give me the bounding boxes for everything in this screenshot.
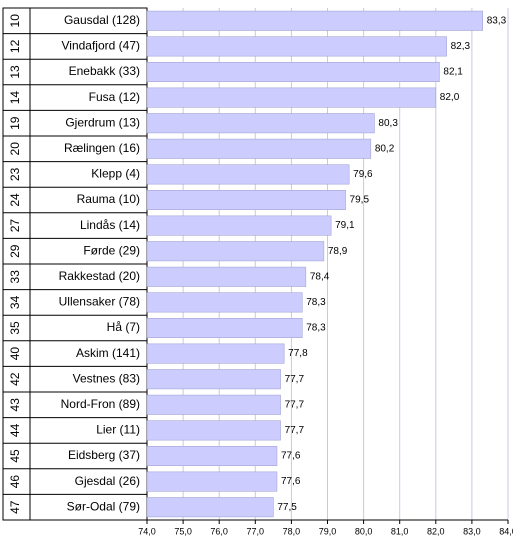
bar <box>146 36 447 57</box>
bar <box>146 266 307 287</box>
bar <box>146 164 350 185</box>
category-label: Lindås (14) <box>80 218 140 232</box>
value-label: 83,3 <box>487 15 507 26</box>
x-tick-label: 76,0 <box>210 526 228 536</box>
category-label: Rakkestad (20) <box>59 269 140 283</box>
rank-label: 14 <box>8 91 22 105</box>
bar <box>146 369 281 390</box>
bar <box>146 420 281 441</box>
category-label: Askim (141) <box>76 346 140 360</box>
bar <box>146 292 303 313</box>
category-label: Nord-Fron (89) <box>61 397 140 411</box>
category-label: Lier (11) <box>96 423 140 437</box>
value-label: 82,1 <box>443 67 463 78</box>
rank-label: 20 <box>8 142 22 156</box>
bar <box>146 215 332 236</box>
value-label: 77,7 <box>285 399 305 410</box>
rank-label: 29 <box>8 244 22 258</box>
bar <box>146 318 303 338</box>
rank-label: 35 <box>8 321 22 335</box>
value-label: 77,7 <box>285 374 305 385</box>
x-tick-label: 74,0 <box>138 526 156 536</box>
rank-label: 45 <box>8 449 22 463</box>
x-tick-label: 82,0 <box>427 526 445 536</box>
category-label: Vestnes (83) <box>73 371 140 385</box>
category-label: Sør-Odal (79) <box>67 499 140 513</box>
bar <box>146 343 285 364</box>
rank-label: 12 <box>8 39 22 53</box>
rank-label: 23 <box>8 167 22 181</box>
x-tick-label: 80,0 <box>355 526 373 536</box>
value-label: 80,2 <box>375 143 395 154</box>
x-tick-label: 83,0 <box>463 526 481 536</box>
rank-label: 46 <box>8 475 22 489</box>
bar <box>146 471 278 492</box>
bar <box>146 190 346 210</box>
value-label: 77,5 <box>277 502 297 513</box>
category-label: Hå (7) <box>107 320 140 334</box>
value-label: 77,8 <box>288 348 308 359</box>
value-label: 78,9 <box>328 246 348 257</box>
bar <box>146 113 375 134</box>
category-label: Enebakk (33) <box>69 64 140 78</box>
bar <box>146 62 440 82</box>
x-tick-label: 79,0 <box>319 526 337 536</box>
x-tick-label: 77,0 <box>247 526 265 536</box>
value-label: 77,6 <box>281 476 301 487</box>
value-label: 77,7 <box>285 425 305 436</box>
value-label: 78,4 <box>310 271 330 282</box>
rank-label: 33 <box>8 270 22 284</box>
rank-label: 27 <box>8 219 22 233</box>
bar <box>146 87 437 108</box>
value-label: 80,3 <box>378 118 398 129</box>
category-label: Gjerdrum (13) <box>65 115 140 129</box>
category-label: Rauma (10) <box>77 192 140 206</box>
value-label: 82,3 <box>451 41 471 52</box>
bar <box>146 241 325 262</box>
x-tick-label: 81,0 <box>391 526 409 536</box>
rank-label: 43 <box>8 398 22 412</box>
category-label: Fusa (12) <box>89 90 140 104</box>
value-label: 82,0 <box>440 92 460 103</box>
rank-label: 19 <box>8 116 22 130</box>
bar <box>146 138 372 159</box>
rank-label: 47 <box>8 500 22 514</box>
value-label: 79,1 <box>335 220 355 231</box>
category-label: Eidsberg (37) <box>68 448 140 462</box>
category-label: Gjesdal (26) <box>75 474 140 488</box>
category-label: Ullensaker (78) <box>59 295 140 309</box>
rank-label: 10 <box>8 14 22 28</box>
bar <box>146 446 278 466</box>
value-label: 77,6 <box>281 451 301 462</box>
rank-label: 24 <box>8 193 22 207</box>
rank-label: 44 <box>8 423 22 437</box>
x-tick-label: 75,0 <box>174 526 192 536</box>
value-label: 79,6 <box>353 169 373 180</box>
rank-label: 42 <box>8 372 22 386</box>
rank-label: 34 <box>8 295 22 309</box>
category-label: Rælingen (16) <box>64 141 140 155</box>
value-label: 79,5 <box>350 195 370 206</box>
bar <box>146 497 274 518</box>
category-label: Førde (29) <box>83 243 140 257</box>
category-label: Klepp (4) <box>91 167 140 181</box>
bar <box>146 10 483 31</box>
rank-label: 13 <box>8 65 22 79</box>
category-label: Vindafjord (47) <box>62 39 141 53</box>
bar <box>146 394 281 415</box>
x-tick-label: 84,0 <box>499 526 513 536</box>
value-label: 78,3 <box>306 323 326 334</box>
x-tick-label: 78,0 <box>283 526 301 536</box>
value-label: 78,3 <box>306 297 326 308</box>
category-label: Gausdal (128) <box>64 13 140 27</box>
rank-label: 40 <box>8 347 22 361</box>
